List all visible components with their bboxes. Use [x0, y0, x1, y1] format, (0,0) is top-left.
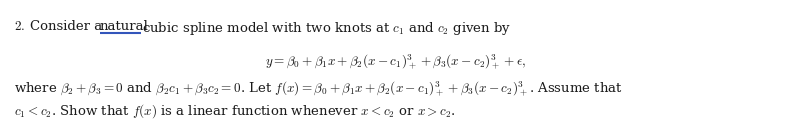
Text: where $\beta_2 + \beta_3 = 0$ and $\beta_2 c_1 + \beta_3 c_2 = 0$. Let $f(x) = \: where $\beta_2 + \beta_3 = 0$ and $\beta…: [14, 80, 623, 99]
Text: cubic spline model with two knots at $c_1$ and $c_2$ given by: cubic spline model with two knots at $c_…: [142, 20, 511, 37]
Text: natural: natural: [100, 20, 149, 33]
Text: Consider a: Consider a: [30, 20, 102, 33]
Text: $c_1 < c_2$. Show that $f(x)$ is a linear function whenever $x < c_2$ or $x > c_: $c_1 < c_2$. Show that $f(x)$ is a linea…: [14, 102, 456, 120]
Text: $\mathbf{2.}$: $\mathbf{2.}$: [14, 20, 25, 33]
Text: $y = \beta_0 + \beta_1 x + \beta_2(x - c_1)^3_+ + \beta_3(x - c_2)^3_+ + \epsilo: $y = \beta_0 + \beta_1 x + \beta_2(x - c…: [265, 53, 527, 72]
